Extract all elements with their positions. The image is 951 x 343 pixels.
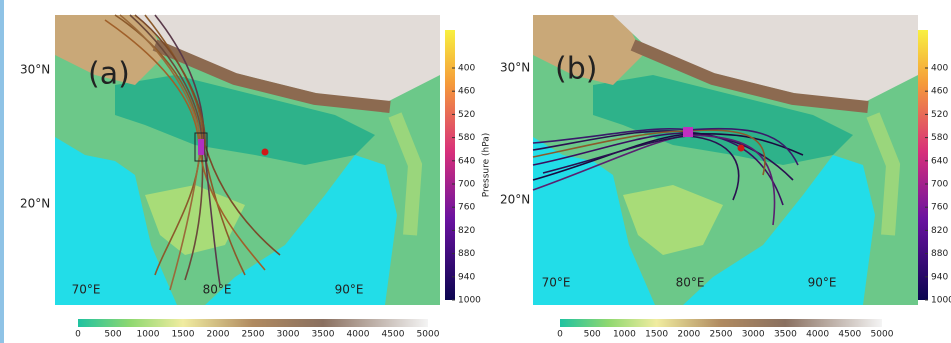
pressure-tick-label: 760 xyxy=(931,203,948,213)
lat-label: 20°N xyxy=(20,197,50,211)
page: {"panels": [ {"label": "(a)", "lat_label… xyxy=(0,0,951,343)
elevation-tick-label: 2500 xyxy=(710,330,733,340)
station xyxy=(738,145,745,152)
pressure-colorbar xyxy=(918,30,928,300)
lon-label: 70°E xyxy=(542,276,571,290)
lat-label: 30°N xyxy=(500,61,530,75)
lon-label: 80°E xyxy=(203,283,232,297)
pressure-tick-label: 700 xyxy=(458,180,475,190)
pressure-tick-label: 700 xyxy=(931,180,948,190)
pressure-tick-label: 1000 xyxy=(931,296,951,306)
elevation-tick-label: 500 xyxy=(584,330,601,340)
panel-label: (b) xyxy=(555,52,597,87)
elevation-tick-label: 3000 xyxy=(277,330,300,340)
elevation-tick-label: 0 xyxy=(557,330,563,340)
pressure-tick-label: 460 xyxy=(458,87,475,97)
elevation-tick-label: 5000 xyxy=(417,330,440,340)
pressure-tick-label: 880 xyxy=(931,249,948,259)
lon-label: 90°E xyxy=(335,283,364,297)
elevation-tick-label: 4000 xyxy=(347,330,370,340)
elevation-tick-label: 1500 xyxy=(172,330,195,340)
elevation-tick-label: 0 xyxy=(75,330,81,340)
elevation-tick-label: 3500 xyxy=(312,330,335,340)
elevation-tick-label: 2500 xyxy=(242,330,265,340)
source-points xyxy=(683,127,693,137)
elevation-tick-label: 2000 xyxy=(677,330,700,340)
elevation-tick-label: 5000 xyxy=(871,330,894,340)
pressure-colorbar xyxy=(445,30,455,300)
pressure-tick-label: 640 xyxy=(931,156,948,166)
source-points xyxy=(198,139,204,155)
elevation-tick-label: 4500 xyxy=(838,330,861,340)
pressure-tick-label: 820 xyxy=(458,226,475,236)
pressure-tick-label: 580 xyxy=(458,133,475,143)
pressure-tick-label: 520 xyxy=(458,110,475,120)
figure: Pressure (hPa) (a) 30°N 20°N 70°E 80°E 90°E 40… xyxy=(0,0,951,343)
pressure-tick-label: 940 xyxy=(931,272,948,282)
pressure-tick-label: 400 xyxy=(458,64,475,74)
elevation-tick-label: 1000 xyxy=(613,330,636,340)
panel-label: (a) xyxy=(88,57,130,92)
lat-label: 30°N xyxy=(20,63,50,77)
elevation-colorbar xyxy=(560,319,882,327)
elevation-tick-label: 1500 xyxy=(645,330,668,340)
pressure-tick-label: 460 xyxy=(931,87,948,97)
lat-label: 20°N xyxy=(500,193,530,207)
elevation-tick-label: 3500 xyxy=(774,330,797,340)
pressure-tick-label: 400 xyxy=(931,64,948,74)
elevation-tick-label: 500 xyxy=(104,330,121,340)
elevation-tick-label: 2000 xyxy=(207,330,230,340)
lon-label: 80°E xyxy=(676,276,705,290)
elevation-tick-label: 4500 xyxy=(382,330,405,340)
pressure-tick-label: 580 xyxy=(931,133,948,143)
pressure-tick-label: 940 xyxy=(458,272,475,282)
elevation-colorbar xyxy=(78,319,428,327)
elevation-tick-label: 1000 xyxy=(137,330,160,340)
lon-label: 70°E xyxy=(72,283,101,297)
elevation-tick-label: 4000 xyxy=(806,330,829,340)
pressure-tick-label: 820 xyxy=(931,226,948,236)
lon-label: 90°E xyxy=(808,276,837,290)
elevation-tick-label: 3000 xyxy=(742,330,765,340)
pressure-tick-label: 520 xyxy=(931,110,948,120)
pressure-title: Pressure (hPa) xyxy=(482,133,492,198)
frame-edge xyxy=(0,0,4,343)
pressure-tick-label: 880 xyxy=(458,249,475,259)
pressure-tick-label: 760 xyxy=(458,203,475,213)
pressure-tick-label: 1000 xyxy=(458,296,481,306)
pressure-tick-label: 640 xyxy=(458,156,475,166)
station xyxy=(262,149,269,156)
